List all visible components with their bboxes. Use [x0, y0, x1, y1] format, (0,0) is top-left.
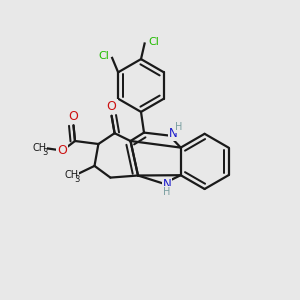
Text: H: H	[175, 122, 182, 132]
Text: H: H	[163, 187, 170, 197]
Text: Cl: Cl	[98, 51, 109, 62]
Text: O: O	[58, 144, 67, 157]
Text: CH: CH	[64, 170, 78, 180]
Text: 3: 3	[74, 175, 80, 184]
Text: O: O	[107, 100, 116, 113]
Text: O: O	[69, 110, 78, 124]
Text: CH: CH	[32, 142, 46, 153]
Text: Cl: Cl	[148, 37, 159, 47]
Text: 3: 3	[42, 148, 48, 157]
Text: N: N	[163, 178, 172, 191]
Text: N: N	[169, 127, 178, 140]
